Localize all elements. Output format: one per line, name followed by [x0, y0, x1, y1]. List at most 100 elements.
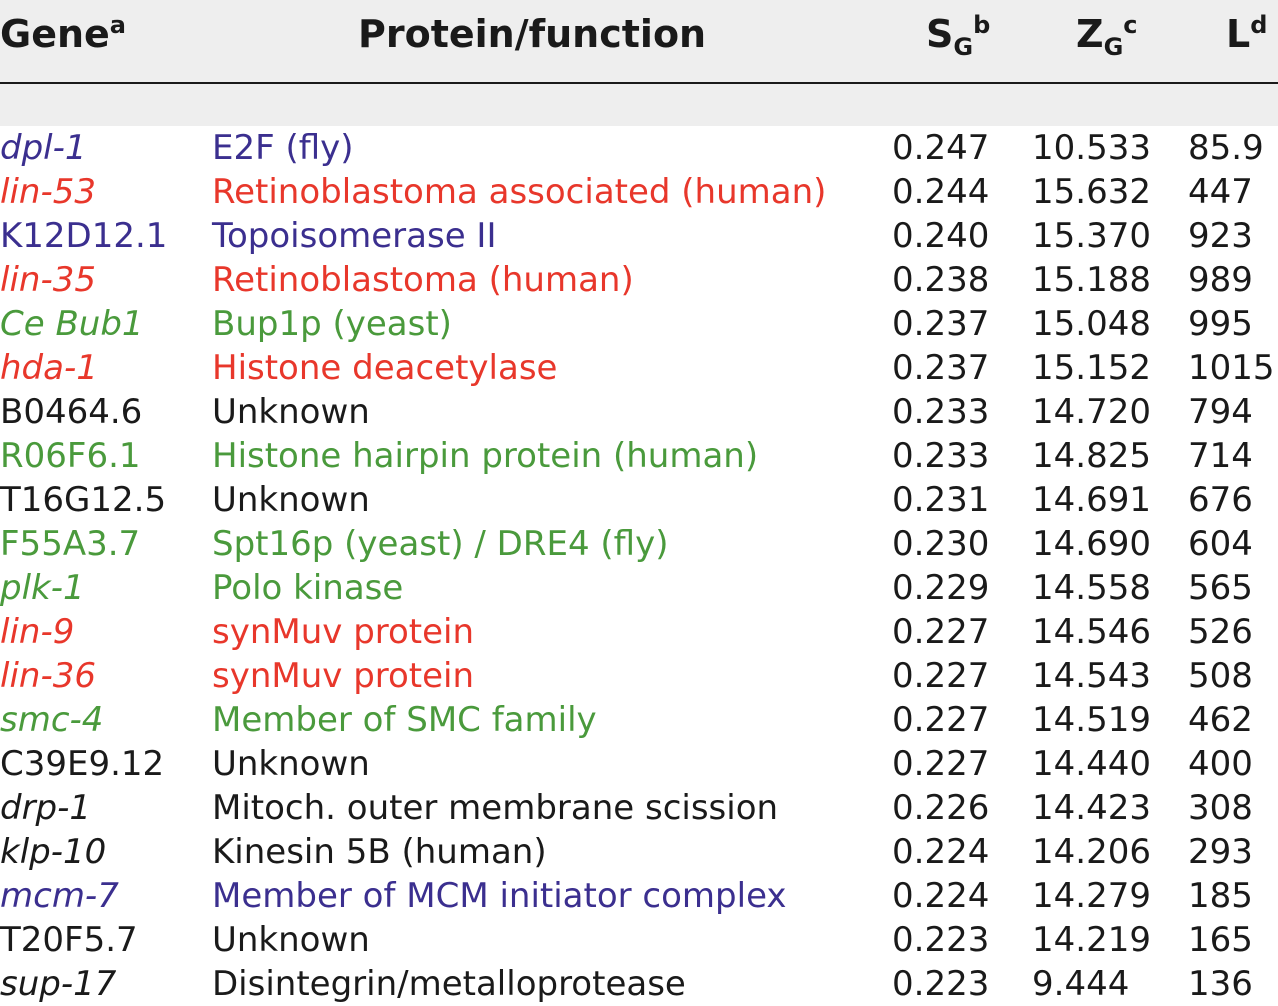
s-g-cell: 0.226	[892, 788, 990, 828]
gene-cell: drp-1	[0, 788, 92, 828]
gene-cell: K12D12.1	[0, 216, 168, 256]
l-cell: 604	[1188, 524, 1253, 564]
table-row: lin-9 synMuv protein 0.227 14.546 526	[0, 610, 1278, 654]
protein-cell: Spt16p (yeast) / DRE4 (fly)	[212, 524, 669, 564]
z-g-cell: 14.219	[1032, 920, 1151, 960]
l-cell: 923	[1188, 216, 1253, 256]
l-cell: 293	[1188, 832, 1253, 872]
table-row: R06F6.1 Histone hairpin protein (human) 0.…	[0, 434, 1278, 478]
s-g-cell: 0.247	[892, 128, 990, 168]
s-g-cell: 0.233	[892, 392, 990, 432]
l-cell: 462	[1188, 700, 1253, 740]
header-gene-label: Gene	[0, 12, 110, 56]
gene-cell: smc-4	[0, 700, 104, 740]
gene-cell: sup-17	[0, 964, 117, 1004]
z-g-cell: 14.279	[1032, 876, 1151, 916]
l-cell: 1015	[1188, 348, 1275, 388]
s-g-cell: 0.227	[892, 744, 990, 784]
table-body: dpl-1 E2F (fly) 0.247 10.533 85.9 lin-53 Retin…	[0, 126, 1278, 1006]
header-s-label: S	[926, 12, 954, 56]
gene-cell: plk-1	[0, 568, 85, 608]
z-g-cell: 14.690	[1032, 524, 1151, 564]
gene-cell: C39E9.12	[0, 744, 165, 784]
s-g-cell: 0.238	[892, 260, 990, 300]
protein-cell: Polo kinase	[212, 568, 404, 608]
header-gene-footnote: a	[109, 11, 126, 39]
z-g-cell: 15.188	[1032, 260, 1151, 300]
table-row: lin-53 Retinoblastoma associated (human) 0…	[0, 170, 1278, 214]
gene-cell: lin-53	[0, 172, 96, 212]
table-row: C39E9.12 Unknown 0.227 14.440 400	[0, 742, 1278, 786]
s-g-cell: 0.224	[892, 876, 990, 916]
z-g-cell: 14.543	[1032, 656, 1151, 696]
z-g-cell: 14.720	[1032, 392, 1151, 432]
protein-cell: Retinoblastoma associated (human)	[212, 172, 827, 212]
protein-cell: E2F (fly)	[212, 128, 354, 168]
gene-cell: F55A3.7	[0, 524, 141, 564]
z-g-cell: 15.370	[1032, 216, 1151, 256]
header-l-footnote: d	[1250, 11, 1268, 39]
protein-cell: Unknown	[212, 744, 370, 784]
l-cell: 565	[1188, 568, 1253, 608]
protein-cell: Unknown	[212, 920, 370, 960]
s-g-cell: 0.223	[892, 964, 990, 1004]
gene-cell: R06F6.1	[0, 436, 141, 476]
protein-cell: Topoisomerase II	[212, 216, 497, 256]
gene-cell: lin-36	[0, 656, 96, 696]
header-z-label: Z	[1076, 12, 1104, 56]
protein-cell: Member of SMC family	[212, 700, 597, 740]
z-g-cell: 14.546	[1032, 612, 1151, 652]
l-cell: 676	[1188, 480, 1253, 520]
gene-cell: mcm-7	[0, 876, 119, 916]
s-g-cell: 0.227	[892, 700, 990, 740]
l-cell: 136	[1188, 964, 1253, 1004]
protein-cell: synMuv protein	[212, 612, 475, 652]
header-l: Ld	[1226, 8, 1267, 60]
table-row: lin-35 Retinoblastoma (human) 0.238 15.188 9…	[0, 258, 1278, 302]
table-header: Genea Protein/function SGb ZGc Ld	[0, 0, 1278, 126]
s-g-cell: 0.237	[892, 348, 990, 388]
l-cell: 185	[1188, 876, 1253, 916]
table-row: K12D12.1 Topoisomerase II 0.240 15.370 923	[0, 214, 1278, 258]
z-g-cell: 14.440	[1032, 744, 1151, 784]
header-s-subscript: G	[953, 33, 974, 61]
protein-cell: Member of MCM initiator complex	[212, 876, 787, 916]
l-cell: 165	[1188, 920, 1253, 960]
gene-cell: B0464.6	[0, 392, 143, 432]
s-g-cell: 0.237	[892, 304, 990, 344]
header-z-footnote: c	[1123, 11, 1138, 39]
protein-cell: Unknown	[212, 392, 370, 432]
table-row: klp-10 Kinesin 5B (human) 0.224 14.206 293	[0, 830, 1278, 874]
l-cell: 714	[1188, 436, 1253, 476]
s-g-cell: 0.244	[892, 172, 990, 212]
protein-cell: Unknown	[212, 480, 370, 520]
protein-cell: Mitoch. outer membrane scission	[212, 788, 779, 828]
gene-cell: T20F5.7	[0, 920, 138, 960]
protein-cell: Histone hairpin protein (human)	[212, 436, 759, 476]
gene-cell: hda-1	[0, 348, 98, 388]
z-g-cell: 14.825	[1032, 436, 1151, 476]
s-g-cell: 0.227	[892, 612, 990, 652]
protein-cell: Disintegrin/metalloprotease	[212, 964, 686, 1004]
table-row: lin-36 synMuv protein 0.227 14.543 508	[0, 654, 1278, 698]
s-g-cell: 0.230	[892, 524, 990, 564]
header-divider	[0, 82, 1278, 84]
protein-cell: Bup1p (yeast)	[212, 304, 452, 344]
table-row: B0464.6 Unknown 0.233 14.720 794	[0, 390, 1278, 434]
table-row: F55A3.7 Spt16p (yeast) / DRE4 (fly) 0.230 1…	[0, 522, 1278, 566]
table-row: T16G12.5 Unknown 0.231 14.691 676	[0, 478, 1278, 522]
z-g-cell: 14.519	[1032, 700, 1151, 740]
s-g-cell: 0.231	[892, 480, 990, 520]
z-g-cell: 9.444	[1032, 964, 1130, 1004]
protein-cell: Retinoblastoma (human)	[212, 260, 634, 300]
l-cell: 995	[1188, 304, 1253, 344]
gene-cell: Ce Bub1	[0, 304, 144, 344]
s-g-cell: 0.229	[892, 568, 990, 608]
header-protein: Protein/function	[358, 12, 707, 56]
table-row: drp-1 Mitoch. outer membrane scission 0.22…	[0, 786, 1278, 830]
table-row: mcm-7 Member of MCM initiator complex 0.22…	[0, 874, 1278, 918]
s-g-cell: 0.223	[892, 920, 990, 960]
table-row: sup-17 Disintegrin/metalloprotease 0.223 9.…	[0, 962, 1278, 1006]
s-g-cell: 0.227	[892, 656, 990, 696]
gene-cell: klp-10	[0, 832, 107, 872]
